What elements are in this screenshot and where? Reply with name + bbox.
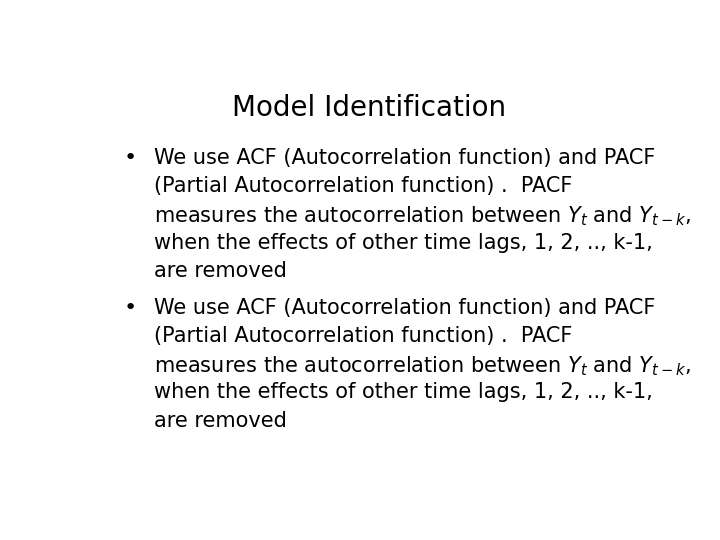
Text: •: • (124, 148, 137, 168)
Text: •: • (124, 298, 137, 318)
Text: Model Identification: Model Identification (232, 94, 506, 122)
Text: (Partial Autocorrelation function) .  PACF: (Partial Autocorrelation function) . PAC… (154, 176, 572, 196)
Text: when the effects of other time lags, 1, 2, .., k-1,: when the effects of other time lags, 1, … (154, 233, 653, 253)
Text: are removed: are removed (154, 261, 287, 281)
Text: We use ACF (Autocorrelation function) and PACF: We use ACF (Autocorrelation function) an… (154, 148, 655, 168)
Text: measures the autocorrelation between $Y_t$ and $Y_{t-k}$,: measures the autocorrelation between $Y_… (154, 205, 691, 228)
Text: measures the autocorrelation between $Y_t$ and $Y_{t-k}$,: measures the autocorrelation between $Y_… (154, 354, 691, 378)
Text: We use ACF (Autocorrelation function) and PACF: We use ACF (Autocorrelation function) an… (154, 298, 655, 318)
Text: when the effects of other time lags, 1, 2, .., k-1,: when the effects of other time lags, 1, … (154, 382, 653, 402)
Text: (Partial Autocorrelation function) .  PACF: (Partial Autocorrelation function) . PAC… (154, 326, 572, 346)
Text: are removed: are removed (154, 411, 287, 431)
